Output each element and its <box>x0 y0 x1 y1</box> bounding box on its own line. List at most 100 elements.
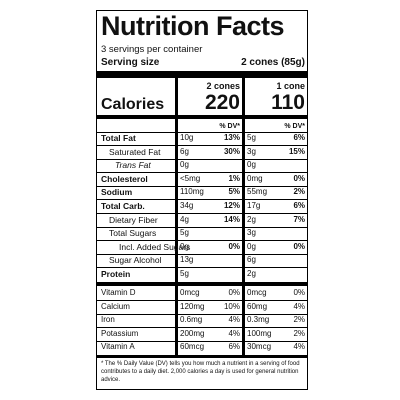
nutrient-name: Cholesterol <box>101 173 148 184</box>
daily-value: 10% <box>223 301 240 311</box>
daily-value: 2% <box>293 328 305 338</box>
rule <box>97 145 307 146</box>
rule <box>97 267 307 269</box>
column-header: 1 cone <box>276 81 305 91</box>
rule <box>97 327 307 329</box>
nutrient-name: Calcium <box>101 301 130 311</box>
servings: 3 servings per container <box>101 44 203 55</box>
dv-header: % DV* <box>219 123 240 130</box>
amount: 60mg <box>247 301 268 311</box>
daily-value: 4% <box>228 315 240 325</box>
amount: 0mcg <box>180 288 200 297</box>
daily-value: 6% <box>293 133 305 142</box>
thick-rule <box>97 71 307 78</box>
amount: 100mg <box>247 328 272 338</box>
rule <box>97 300 307 301</box>
nutrient-name: Vitamin A <box>101 342 135 352</box>
thick-rule <box>97 355 307 358</box>
nutrient-name: Saturated Fat <box>109 146 161 157</box>
daily-value: 7% <box>293 214 305 224</box>
rule <box>97 340 307 342</box>
column-divider <box>242 78 245 356</box>
daily-value: 4% <box>293 301 305 311</box>
amount: 4g <box>180 214 189 224</box>
rule <box>97 172 307 174</box>
rule <box>97 199 307 201</box>
nutrient-name: Total Sugars <box>109 228 157 239</box>
amount: 10g <box>180 133 194 142</box>
daily-value: 4% <box>228 328 240 338</box>
amount: 2g <box>247 214 256 224</box>
rule <box>97 240 307 242</box>
title: Nutrition Facts <box>101 11 285 41</box>
amount: 60mcg <box>180 342 205 352</box>
amount: 3g <box>247 228 256 238</box>
amount: 0g <box>180 160 189 170</box>
nutrient-name: Sugar Alcohol <box>109 255 162 266</box>
amount: 0mcg <box>247 288 267 297</box>
nutrient-name: Trans Fat <box>115 160 151 171</box>
amount: 0g <box>180 241 189 251</box>
amount: <5mg <box>180 173 201 183</box>
daily-value: 13% <box>223 133 240 142</box>
amount: 0.3mg <box>247 315 270 325</box>
amount: 2g <box>247 269 256 278</box>
serving-size-label: Serving size <box>101 57 160 68</box>
rule <box>97 313 307 315</box>
nutrient-name: Sodium <box>101 187 133 198</box>
amount: 0.6mg <box>180 315 203 325</box>
amount: 0mg <box>247 173 263 183</box>
amount: 120mg <box>180 301 205 311</box>
daily-value: 0% <box>228 288 240 297</box>
amount: 34g <box>180 201 194 210</box>
amount: 6g <box>247 255 256 265</box>
nutrient-name: Vitamin D <box>101 288 136 297</box>
daily-value: 30% <box>223 146 240 156</box>
amount: 0g <box>247 241 256 251</box>
daily-value: 6% <box>293 201 305 210</box>
rule <box>97 158 307 160</box>
daily-value: 0% <box>293 288 305 297</box>
amount: 110mg <box>180 187 204 197</box>
column-divider <box>175 78 178 356</box>
daily-value: 6% <box>228 342 240 352</box>
amount: 0g <box>247 160 256 170</box>
daily-value: 0% <box>293 173 305 183</box>
rule <box>97 253 307 255</box>
nutrient-name: Protein <box>101 269 131 279</box>
daily-value: 12% <box>223 201 240 210</box>
dv-header: % DV* <box>284 123 305 130</box>
amount: 3g <box>247 146 256 156</box>
amount: 6g <box>180 146 189 156</box>
rule <box>97 132 307 133</box>
daily-value: 2% <box>293 315 305 325</box>
thick-rule <box>97 282 307 286</box>
calories-value: 220 <box>204 91 240 114</box>
daily-value: 0% <box>293 241 305 251</box>
column-header: 2 cones <box>206 81 240 91</box>
daily-value: 1% <box>228 173 240 183</box>
rule <box>97 185 307 187</box>
amount: 5g <box>180 228 189 238</box>
amount: 5g <box>180 269 189 278</box>
rule <box>97 226 307 228</box>
daily-value: 2% <box>293 187 305 197</box>
nutrient-name: Iron <box>101 315 115 325</box>
nutrient-name: Potassium <box>101 328 139 338</box>
amount: 5g <box>247 133 256 142</box>
nutrient-name: Dietary Fiber <box>109 214 158 225</box>
footnote: * The % Daily Value (DV) tells you how m… <box>101 361 300 383</box>
amount: 200mg <box>180 328 205 338</box>
calories-value: 110 <box>271 91 305 114</box>
daily-value: 0% <box>228 241 240 251</box>
daily-value: 4% <box>293 342 305 352</box>
rule <box>97 213 307 214</box>
amount: 13g <box>180 255 194 265</box>
nutrient-name: Total Carb. <box>101 201 145 211</box>
amount: 17g <box>247 201 261 210</box>
nutrient-name: Incl. Added Sugars <box>119 241 191 252</box>
nutrition-label <box>96 10 308 390</box>
thick-rule <box>97 115 307 119</box>
daily-value: 5% <box>228 187 240 197</box>
